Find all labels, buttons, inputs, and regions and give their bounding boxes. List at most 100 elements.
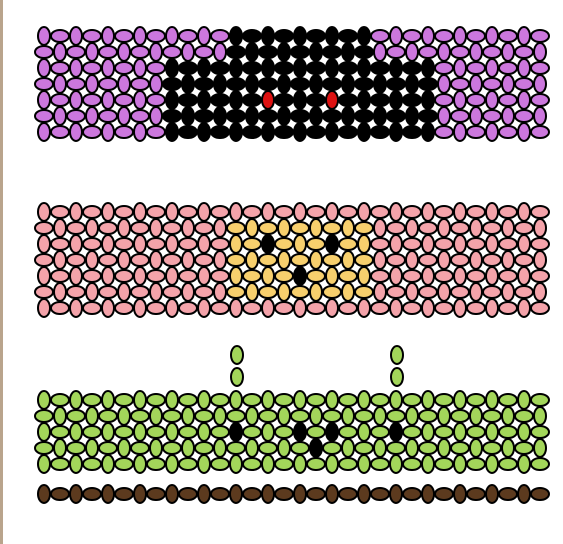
bead bbox=[482, 77, 502, 91]
bead bbox=[274, 393, 294, 407]
bead bbox=[277, 106, 291, 126]
bead bbox=[98, 409, 118, 423]
bead bbox=[389, 390, 403, 410]
bead bbox=[133, 390, 147, 410]
bead bbox=[82, 393, 102, 407]
bead bbox=[226, 221, 246, 235]
bead bbox=[146, 487, 166, 501]
bead bbox=[405, 438, 419, 458]
bead bbox=[309, 74, 323, 94]
bead bbox=[82, 237, 102, 251]
bead bbox=[530, 487, 550, 501]
bead bbox=[434, 487, 454, 501]
bead bbox=[450, 409, 470, 423]
bead bbox=[194, 253, 214, 267]
bead bbox=[98, 77, 118, 91]
bead bbox=[165, 266, 179, 286]
bead bbox=[482, 45, 502, 59]
bead bbox=[130, 45, 150, 59]
bead bbox=[130, 109, 150, 123]
bead bbox=[338, 301, 358, 315]
bead bbox=[242, 29, 262, 43]
bead bbox=[421, 90, 435, 110]
bead bbox=[370, 301, 390, 315]
bead bbox=[162, 109, 182, 123]
bead bbox=[114, 301, 134, 315]
bead bbox=[277, 250, 291, 270]
bead bbox=[434, 457, 454, 471]
bead bbox=[498, 301, 518, 315]
bead bbox=[530, 269, 550, 283]
bead bbox=[482, 109, 502, 123]
bead bbox=[450, 253, 470, 267]
bead bbox=[258, 77, 278, 91]
bead bbox=[370, 125, 390, 139]
bead bbox=[453, 234, 467, 254]
bead bbox=[517, 454, 531, 474]
bead bbox=[194, 45, 214, 59]
bead bbox=[373, 74, 387, 94]
bead bbox=[98, 285, 118, 299]
bead bbox=[242, 487, 262, 501]
bead bbox=[149, 42, 163, 62]
bead bbox=[230, 367, 244, 387]
bead bbox=[386, 45, 406, 59]
bead bbox=[82, 205, 102, 219]
bead bbox=[533, 106, 547, 126]
bead bbox=[530, 125, 550, 139]
bead bbox=[274, 61, 294, 75]
bead bbox=[434, 61, 454, 75]
bead bbox=[261, 234, 275, 254]
bead bbox=[50, 301, 70, 315]
bead bbox=[498, 237, 518, 251]
bead bbox=[450, 441, 470, 455]
left-edge bbox=[0, 0, 3, 544]
bead bbox=[133, 298, 147, 318]
bead bbox=[498, 269, 518, 283]
bead bbox=[514, 77, 534, 91]
bead bbox=[229, 122, 243, 142]
bead bbox=[373, 218, 387, 238]
bead bbox=[274, 301, 294, 315]
bead bbox=[501, 218, 515, 238]
bead bbox=[418, 45, 438, 59]
bead bbox=[226, 45, 246, 59]
bead bbox=[117, 438, 131, 458]
bead bbox=[69, 234, 83, 254]
bead bbox=[50, 93, 70, 107]
bead bbox=[485, 390, 499, 410]
bead bbox=[277, 42, 291, 62]
bead bbox=[466, 269, 486, 283]
bead bbox=[197, 202, 211, 222]
bead bbox=[101, 422, 115, 442]
bead bbox=[389, 422, 403, 442]
bead bbox=[69, 26, 83, 46]
bead bbox=[165, 390, 179, 410]
bead bbox=[437, 438, 451, 458]
bead bbox=[245, 282, 259, 302]
bead bbox=[130, 285, 150, 299]
bead bbox=[114, 457, 134, 471]
bead bbox=[69, 122, 83, 142]
bead bbox=[357, 122, 371, 142]
bead bbox=[405, 250, 419, 270]
bead bbox=[197, 390, 211, 410]
bead bbox=[389, 454, 403, 474]
bead bbox=[421, 484, 435, 504]
bead bbox=[341, 42, 355, 62]
bead bbox=[133, 484, 147, 504]
bead bbox=[50, 425, 70, 439]
bead bbox=[226, 409, 246, 423]
bead bbox=[338, 125, 358, 139]
bead bbox=[130, 221, 150, 235]
bead bbox=[230, 345, 244, 365]
bead bbox=[517, 298, 531, 318]
bead bbox=[66, 221, 86, 235]
bead bbox=[226, 109, 246, 123]
bead bbox=[354, 409, 374, 423]
bead bbox=[421, 202, 435, 222]
bead bbox=[149, 218, 163, 238]
bead bbox=[229, 484, 243, 504]
bead bbox=[533, 406, 547, 426]
bead bbox=[114, 237, 134, 251]
